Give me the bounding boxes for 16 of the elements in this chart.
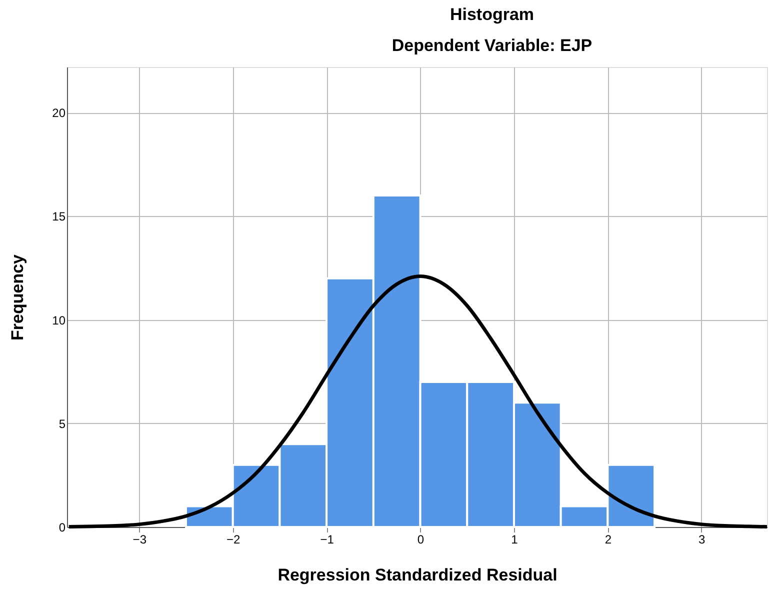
y-tick-label: 0 — [58, 520, 66, 534]
y-tick-label: 5 — [58, 416, 66, 431]
y-tick-label: 20 — [52, 106, 66, 120]
y-axis-title: Frequency — [8, 254, 28, 340]
y-tick-label: 10 — [52, 313, 66, 328]
x-tick-label: −1 — [320, 532, 334, 546]
chart-subtitle: Dependent Variable: EJP — [392, 36, 592, 55]
x-tick-label: −3 — [132, 532, 147, 546]
chart-title: Histogram — [450, 5, 534, 24]
x-tick-label: 1 — [511, 532, 518, 546]
x-tick-label: 2 — [604, 532, 612, 546]
x-tick-label: 0 — [417, 532, 424, 546]
x-axis-title: Regression Standardized Residual — [278, 566, 558, 584]
x-tick-label: 3 — [698, 532, 706, 546]
y-tick-label: 15 — [52, 210, 66, 224]
x-tick-label: −2 — [226, 532, 241, 546]
